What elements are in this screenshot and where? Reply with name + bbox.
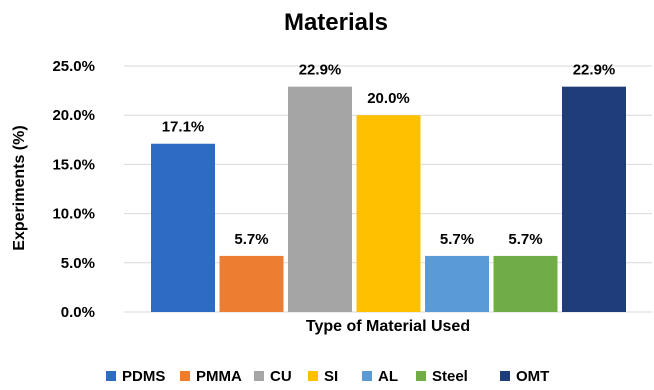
y-tick-label: 5.0% bbox=[61, 255, 95, 272]
legend-label-si: SI bbox=[324, 368, 338, 385]
legend-label-steel: Steel bbox=[432, 368, 468, 385]
y-axis-label: Experiments (%) bbox=[11, 125, 28, 250]
legend-label-pmma: PMMA bbox=[196, 368, 242, 385]
legend-swatch-pmma bbox=[180, 371, 190, 381]
legend-swatch-al bbox=[362, 371, 372, 381]
bar-pdms bbox=[151, 143, 215, 312]
legend-label-cu: CU bbox=[270, 368, 292, 385]
data-label-omt: 22.9% bbox=[573, 62, 616, 79]
bar-omt bbox=[562, 86, 626, 312]
data-label-steel: 5.7% bbox=[508, 231, 542, 248]
y-tick-label: 10.0% bbox=[52, 206, 95, 223]
legend-swatch-si bbox=[308, 371, 318, 381]
data-labels: 17.1% 5.7% 22.9% 20.0% 5.7% 5.7% 22.9% bbox=[162, 62, 616, 248]
legend-label-al: AL bbox=[378, 368, 398, 385]
x-axis-label: Type of Material Used bbox=[306, 318, 470, 335]
data-label-cu: 22.9% bbox=[299, 62, 342, 79]
bar-steel bbox=[493, 255, 558, 312]
data-label-si: 20.0% bbox=[367, 90, 410, 107]
legend-swatch-pdms bbox=[106, 371, 116, 381]
legend-swatch-cu bbox=[254, 371, 264, 381]
y-tick-label: 20.0% bbox=[52, 107, 95, 124]
bar-al bbox=[425, 255, 489, 312]
y-tick-label: 25.0% bbox=[52, 58, 95, 75]
bars bbox=[151, 86, 626, 312]
chart-title: Materials bbox=[284, 9, 388, 36]
legend-label-pdms: PDMS bbox=[122, 368, 165, 385]
data-label-pdms: 17.1% bbox=[162, 119, 205, 136]
legend-label-omt: OMT bbox=[516, 368, 549, 385]
legend-swatch-steel bbox=[416, 371, 426, 381]
legend: PDMS PMMA CU SI AL Steel OMT bbox=[106, 368, 549, 385]
y-tick-label: 0.0% bbox=[61, 304, 95, 321]
bar-si bbox=[356, 115, 421, 312]
bar-pmma bbox=[219, 255, 284, 312]
y-axis-ticks: 0.0% 5.0% 10.0% 15.0% 20.0% 25.0% bbox=[52, 58, 95, 321]
data-label-pmma: 5.7% bbox=[234, 231, 268, 248]
data-label-al: 5.7% bbox=[440, 231, 474, 248]
legend-swatch-omt bbox=[500, 371, 510, 381]
y-tick-label: 15.0% bbox=[52, 156, 95, 173]
bar-cu bbox=[288, 86, 352, 312]
